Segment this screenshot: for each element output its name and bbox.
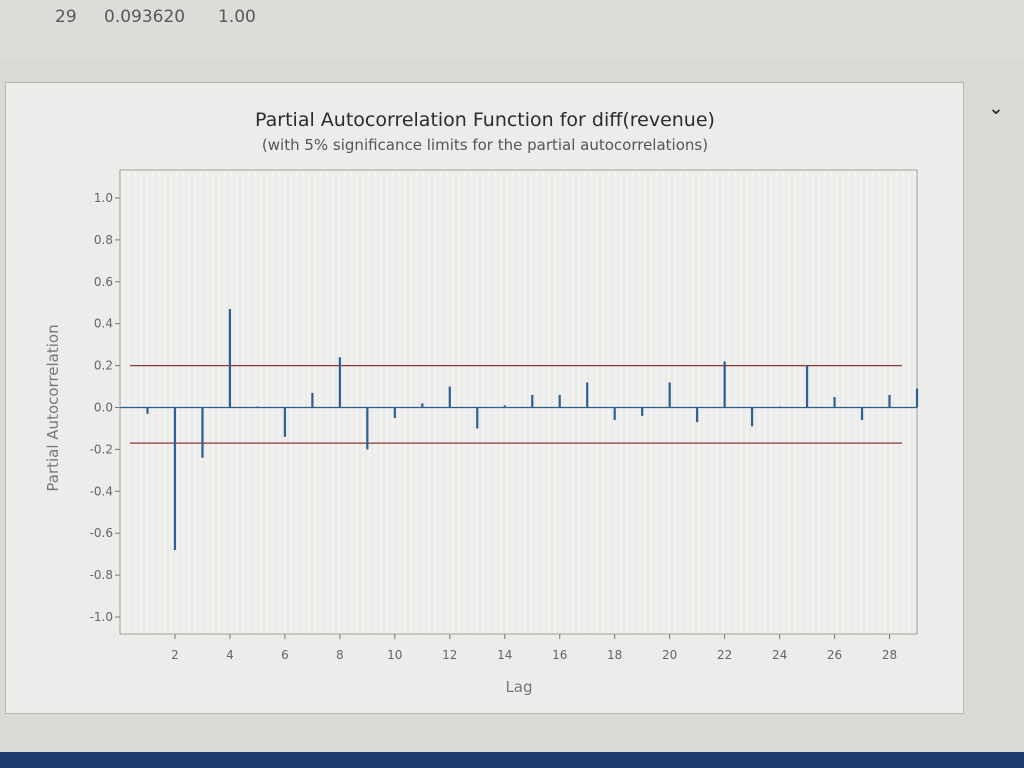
y-tick-label: 0.6 [94,275,113,289]
x-tick-label: 12 [442,648,457,662]
lag-cell: 29 [55,7,77,27]
x-axis-label: Lag [505,678,532,696]
x-tick-label: 14 [497,648,512,662]
taskbar-strip [0,752,1024,768]
x-tick-label: 22 [717,648,732,662]
x-tick-label: 10 [387,648,402,662]
y-axis-label: Partial Autocorrelation [44,324,62,491]
x-tick-label: 2 [171,648,179,662]
y-tick-label: -1.0 [90,610,113,624]
x-tick-label: 18 [607,648,622,662]
x-tick-label: 6 [281,648,289,662]
y-tick-label: -0.6 [90,526,113,540]
plot-area [119,169,918,635]
x-tick-label: 24 [772,648,787,662]
y-tick-label: 1.0 [94,191,113,205]
x-tick-label: 4 [226,648,234,662]
y-tick-label: 0.8 [94,233,113,247]
chart-title: Partial Autocorrelation Function for dif… [255,109,715,131]
t-value-cell: 1.00 [218,7,256,27]
y-tick-label: 0.0 [94,401,113,415]
y-tick-label: -0.2 [90,442,113,456]
x-tick-label: 28 [882,648,897,662]
y-tick-label: 0.2 [94,359,113,373]
chart-subtitle: (with 5% significance limits for the par… [262,136,708,154]
x-tick-label: 16 [552,648,567,662]
chevron-down-icon[interactable]: ⌄ [975,90,1017,126]
y-tick-label: -0.4 [90,484,113,498]
x-tick-label: 8 [336,648,344,662]
y-tick-label: 0.4 [94,317,113,331]
table-row: 29 0.093620 1.00 [0,0,1024,60]
pacf-cell: 0.093620 [104,7,186,27]
x-tick-label: 26 [827,648,842,662]
x-tick-label: 20 [662,648,677,662]
y-tick-label: -0.8 [90,568,113,582]
